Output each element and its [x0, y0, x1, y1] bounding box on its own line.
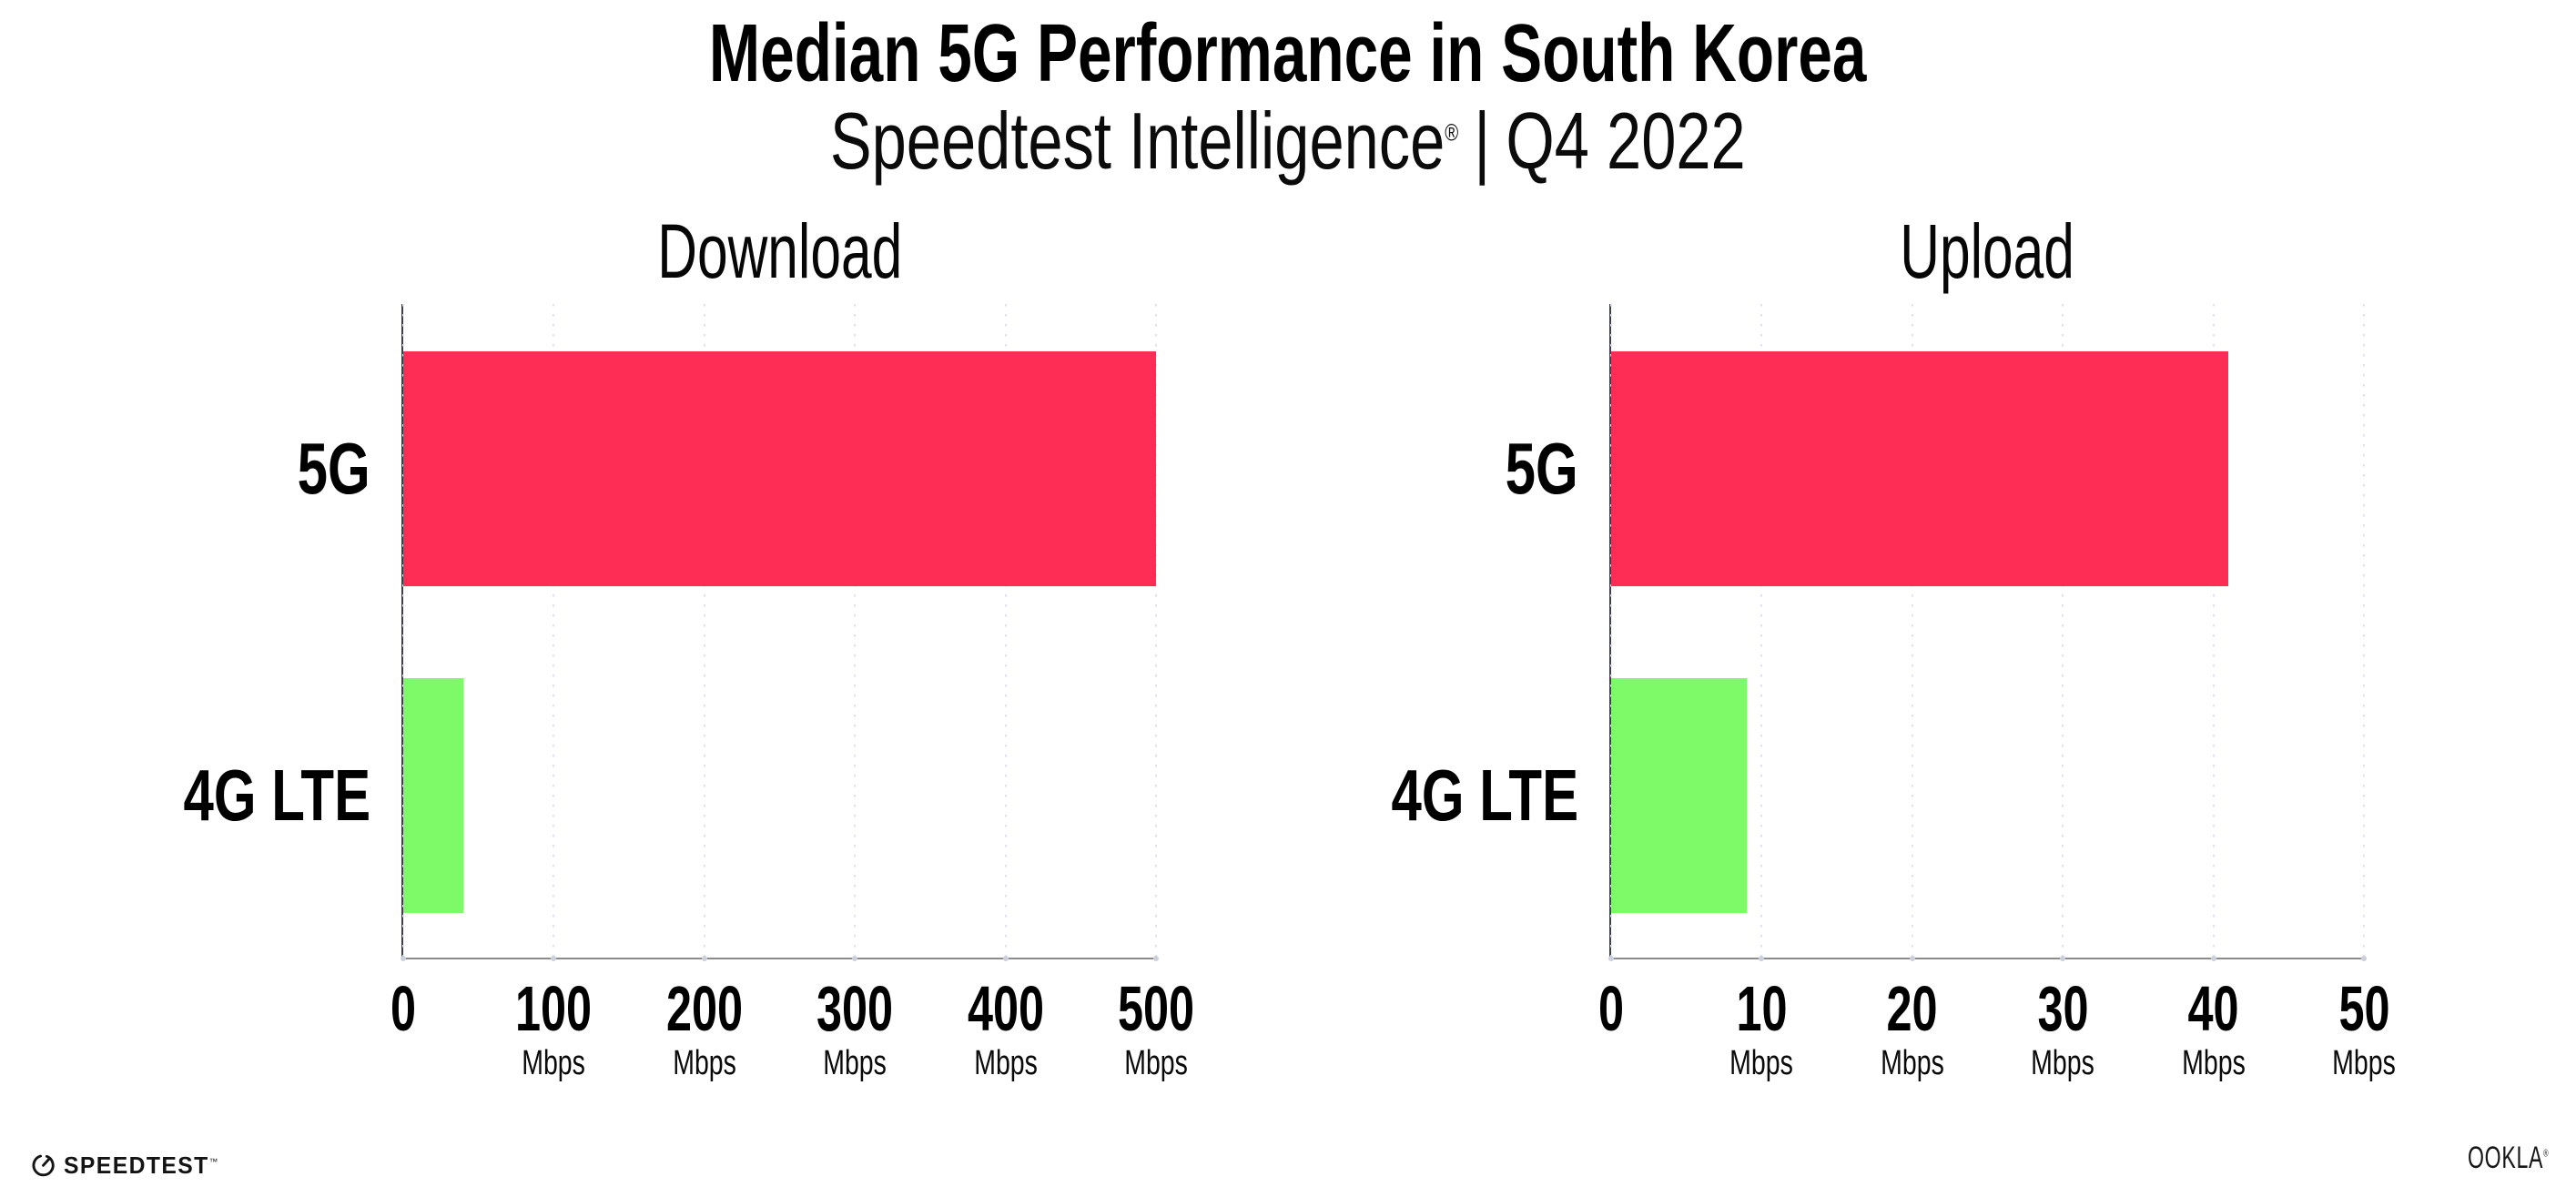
ookla-wordmark: OOKLA: [2467, 1141, 2543, 1175]
page-title-text: Median 5G Performance in South Korea: [709, 8, 1867, 99]
gridline-0: [401, 304, 406, 961]
category-label-5g: 5G: [1505, 428, 1578, 509]
category-label-4g-lte: 4G LTE: [1391, 755, 1578, 836]
x-tick-200: 200 Mbps: [651, 977, 757, 1080]
gridline-20: [1909, 304, 1915, 961]
bar-5g: [1611, 351, 2229, 586]
bar-4g-lte: [1611, 678, 1747, 913]
upload-category-labels: 5G 4G LTE: [1372, 304, 1578, 958]
download-category-labels: 5G 4G LTE: [164, 304, 370, 958]
x-tick-unit: Mbps: [2031, 1044, 2095, 1082]
subtitle-product: Speedtest Intelligence: [830, 96, 1445, 186]
x-tick-10: 10 Mbps: [1719, 977, 1804, 1080]
subtitle-separator: |: [1474, 96, 1491, 186]
gridline-100: [551, 304, 557, 961]
chart-title-download: Download: [657, 208, 902, 294]
download-plot-area: 0 100 Mbps 200 Mbps 300 Mbps 400 Mbps 500 Mbps: [390, 304, 1194, 1080]
x-tick-0: 0: [390, 973, 417, 1044]
chart-title-upload: Upload: [1900, 208, 2075, 294]
bar-4g-lte: [403, 678, 464, 913]
x-tick-unit: Mbps: [973, 1044, 1038, 1082]
speedtest-wordmark: SPEEDTEST™: [64, 1151, 219, 1179]
category-label-5g: 5G: [297, 428, 370, 509]
speedtest-logo: SPEEDTEST™: [31, 1152, 228, 1177]
x-tick-300: 300 Mbps: [802, 977, 908, 1080]
x-axis-line: [401, 958, 1156, 959]
gridline-30: [2060, 304, 2066, 961]
x-tick-unit: Mbps: [672, 1044, 736, 1082]
x-tick-unit: Mbps: [1124, 1044, 1188, 1082]
gridline-400: [1002, 304, 1009, 961]
x-tick-unit: Mbps: [1729, 1044, 1794, 1082]
x-tick-20: 20 Mbps: [1870, 977, 1954, 1080]
gridline-50: [2361, 304, 2367, 961]
x-tick-unit: Mbps: [2181, 1044, 2246, 1082]
x-tick-30: 30 Mbps: [2021, 977, 2105, 1080]
x-tick-unit: Mbps: [2332, 1044, 2396, 1082]
gridline-40: [2210, 304, 2216, 961]
upload-plot-area: 0 10 Mbps 20 Mbps 30 Mbps 40 Mbps 50 Mbps: [1598, 304, 2396, 1080]
gridline-300: [852, 304, 858, 961]
upload-chart: Upload 5G 4G LTE 0 10 Mbps 20 Mbps 30 Mbps 40 Mbp…: [1372, 213, 2396, 1092]
x-tick-40: 40 Mbps: [2171, 977, 2256, 1080]
trademark-mark: ™: [208, 1156, 219, 1167]
ookla-logo: OOKLA®: [2429, 1142, 2549, 1173]
x-tick-100: 100 Mbps: [501, 977, 607, 1080]
gridline-200: [701, 304, 707, 961]
x-tick-500: 500 Mbps: [1103, 977, 1210, 1080]
x-tick-50: 50 Mbps: [2322, 977, 2407, 1080]
x-tick-unit: Mbps: [823, 1044, 887, 1082]
registered-mark: ®: [2542, 1148, 2549, 1160]
gridline-0: [1608, 304, 1614, 961]
x-tick-400: 400 Mbps: [952, 977, 1059, 1080]
x-tick-unit: Mbps: [1880, 1044, 1944, 1082]
bar-5g: [403, 351, 1156, 586]
category-label-4g-lte: 4G LTE: [183, 755, 370, 836]
page-subtitle-text: Speedtest Intelligence® | Q4 2022: [830, 95, 1746, 187]
x-tick-0: 0: [1597, 973, 1625, 1044]
registered-mark: ®: [1445, 118, 1459, 147]
gridline-500: [1153, 304, 1159, 961]
download-chart: Download 5G 4G LTE 0 100 Mbps 200 Mbps 300 Mbps…: [164, 213, 1194, 1092]
subtitle-period: Q4 2022: [1506, 96, 1746, 186]
gridline-10: [1759, 304, 1765, 961]
x-axis-line: [1609, 958, 2364, 959]
page-subtitle: Speedtest Intelligence® | Q4 2022: [0, 95, 2576, 187]
speedtest-gauge-icon: [32, 1154, 55, 1177]
page-title: Median 5G Performance in South Korea: [0, 13, 2576, 95]
x-tick-unit: Mbps: [522, 1044, 586, 1082]
